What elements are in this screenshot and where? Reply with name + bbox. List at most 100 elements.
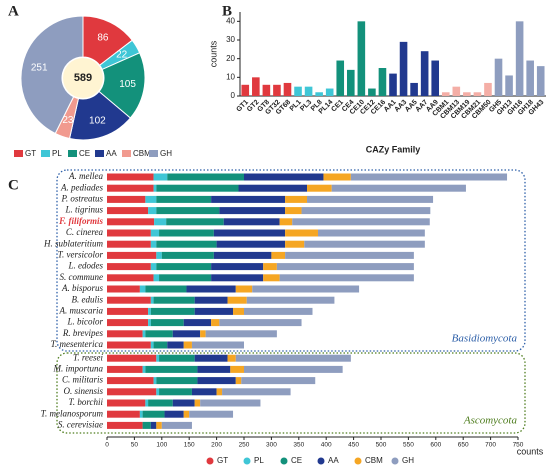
- bar: [241, 84, 250, 96]
- bar-segment: [197, 365, 231, 373]
- bar-segment: [159, 388, 192, 396]
- bar-segment: [142, 330, 146, 338]
- bar-segment: [107, 319, 149, 327]
- bar-segment: [139, 410, 143, 418]
- bar-segment: [216, 388, 223, 396]
- bar: [283, 82, 292, 96]
- y-axis-title: counts: [208, 40, 218, 67]
- bar-segment: [161, 251, 214, 259]
- row-label: H. sublateritium: [43, 238, 104, 248]
- bar-segment: [156, 354, 160, 362]
- row-label: T. reesei: [73, 352, 103, 362]
- bar-segment: [301, 207, 431, 215]
- bar-segment: [186, 285, 236, 293]
- legend-marker: [354, 457, 362, 465]
- slice-label: 251: [31, 62, 48, 73]
- x-tick-label: 300: [266, 442, 277, 449]
- donut-center: [63, 58, 103, 98]
- bar-segment: [307, 195, 434, 203]
- legend-marker: [206, 457, 214, 465]
- bar-segment: [150, 229, 160, 237]
- bar-segment: [271, 251, 286, 259]
- row-label: B. edulis: [72, 294, 104, 304]
- bar-segment: [148, 307, 151, 315]
- row-label: O. sinensis: [63, 386, 103, 396]
- bar-segment: [107, 341, 151, 349]
- bar-segment: [107, 354, 157, 362]
- bar-segment: [191, 388, 217, 396]
- bar-segment: [159, 274, 212, 282]
- bar-segment: [167, 341, 184, 349]
- slice-label: 102: [89, 115, 106, 126]
- legend-label: GT: [25, 149, 36, 158]
- bar-segment: [235, 285, 253, 293]
- legend-label: CE: [291, 456, 302, 465]
- bar-segment: [211, 195, 286, 203]
- bar: [262, 84, 271, 96]
- bar-segment: [156, 184, 239, 192]
- bar-segment: [107, 388, 157, 396]
- legend-label: CBM: [133, 149, 151, 158]
- bar-segment: [230, 365, 244, 373]
- x-axis-title: CAZy Family: [366, 144, 421, 154]
- bar: [441, 92, 450, 96]
- bar-segment: [145, 399, 149, 407]
- bar-segment: [317, 229, 425, 237]
- legend-marker: [243, 457, 251, 465]
- bar-segment: [107, 330, 143, 338]
- legend-swatch: [14, 150, 23, 157]
- row-label: C. cinerea: [66, 227, 104, 237]
- bar-segment: [216, 240, 286, 248]
- bar-segment: [159, 229, 214, 237]
- bar: [515, 21, 524, 96]
- bar-segment: [150, 240, 157, 248]
- x-tick-label: 650: [458, 442, 469, 449]
- x-tick-label: 0: [105, 442, 109, 449]
- bar-segment: [107, 251, 157, 259]
- x-tick-label: 200: [211, 442, 222, 449]
- bar-segment: [153, 341, 168, 349]
- legend-swatch: [68, 150, 77, 157]
- bar-segment: [197, 377, 236, 385]
- y-tick-label: 10: [226, 72, 235, 81]
- bar-segment: [213, 251, 272, 259]
- bar-segment: [150, 319, 184, 327]
- pie-slice: [68, 90, 132, 141]
- row-label: M. importuna: [53, 363, 104, 373]
- bar-segment: [238, 184, 308, 192]
- bar: [473, 92, 482, 96]
- x-tick-label: 50: [131, 442, 139, 449]
- bar-segment: [307, 184, 332, 192]
- bar-segment: [142, 410, 165, 418]
- bar-segment: [172, 399, 195, 407]
- bar-segment: [183, 410, 190, 418]
- bar-segment: [153, 274, 160, 282]
- panel-label: B: [222, 3, 232, 19]
- legend-label: GH: [160, 149, 172, 158]
- row-label: T. mesenterica: [51, 339, 104, 349]
- bar-segment: [323, 173, 351, 181]
- bar-segment: [213, 229, 286, 237]
- bar-segment: [292, 218, 430, 226]
- row-label: T. borchii: [68, 397, 103, 407]
- center-label: 589: [74, 72, 92, 84]
- bar-segment: [263, 274, 280, 282]
- bar-segment: [153, 184, 157, 192]
- bar-segment: [244, 307, 313, 315]
- bar: [389, 73, 397, 96]
- bar: [315, 92, 323, 96]
- x-tick-label: 500: [376, 442, 387, 449]
- bar-segment: [285, 251, 414, 259]
- bar-segment: [227, 296, 247, 304]
- bar-segment: [107, 307, 149, 315]
- bar-segment: [142, 365, 146, 373]
- y-tick-label: 40: [226, 16, 235, 25]
- bar-segment: [148, 319, 151, 327]
- legend-marker: [280, 457, 288, 465]
- bar-segment: [153, 377, 157, 385]
- bar-segment: [142, 421, 151, 429]
- bar-segment: [150, 263, 157, 271]
- bar-segment: [205, 330, 277, 338]
- bar-segment: [223, 218, 280, 226]
